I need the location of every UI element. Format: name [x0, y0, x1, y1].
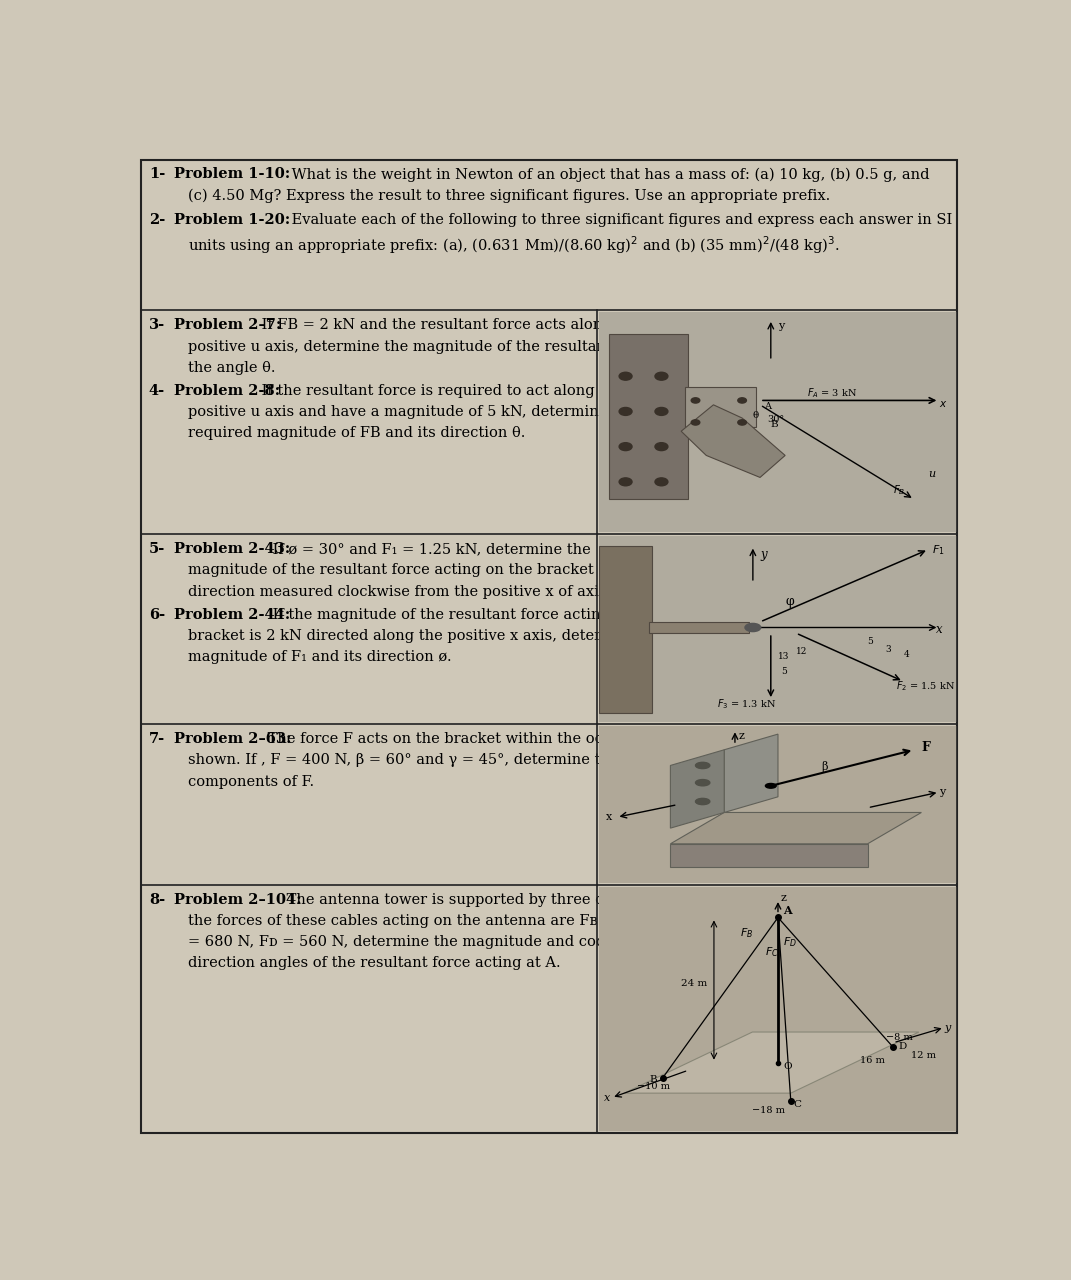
- Text: The antenna tower is supported by three cables. If: The antenna tower is supported by three …: [282, 893, 662, 906]
- Text: If FB = 2 kN and the resultant force acts along the: If FB = 2 kN and the resultant force act…: [257, 319, 640, 333]
- Text: Problem 1-20:: Problem 1-20:: [174, 212, 290, 227]
- Text: required magnitude of FB and its direction θ.: required magnitude of FB and its directi…: [187, 426, 525, 440]
- Text: direction measured clockwise from the positive x of axis.: direction measured clockwise from the po…: [187, 585, 610, 599]
- Text: 8-: 8-: [149, 893, 165, 906]
- Text: The force F acts on the bracket within the octant: The force F acts on the bracket within t…: [262, 732, 632, 746]
- Text: Problem 1-10:: Problem 1-10:: [174, 168, 290, 182]
- Text: bracket is 2 kN directed along the positive x axis, determine the: bracket is 2 kN directed along the posit…: [187, 630, 666, 643]
- Text: 1-: 1-: [149, 168, 165, 182]
- Text: 6-: 6-: [149, 608, 165, 622]
- Text: Problem 2–104:: Problem 2–104:: [174, 893, 301, 906]
- Text: If the magnitude of the resultant force acting on the: If the magnitude of the resultant force …: [269, 608, 662, 622]
- Text: Problem 2-8:: Problem 2-8:: [174, 384, 280, 398]
- Text: (c) 4.50 Mg? Express the result to three significant figures. Use an appropriate: (c) 4.50 Mg? Express the result to three…: [187, 188, 830, 204]
- Text: components of F.: components of F.: [187, 774, 314, 788]
- Text: = 680 N, Fᴅ = 560 N, determine the magnitude and coordinate: = 680 N, Fᴅ = 560 N, determine the magni…: [187, 936, 659, 950]
- Text: Problem 2-44:: Problem 2-44:: [174, 608, 290, 622]
- Text: If ø = 30° and F₁ = 1.25 kN, determine the: If ø = 30° and F₁ = 1.25 kN, determine t…: [269, 543, 591, 557]
- Text: 4-: 4-: [149, 384, 165, 398]
- Text: units using an appropriate prefix: (a), (0.631 Mm)/(8.60 kg)$^2$ and (b) (35 mm): units using an appropriate prefix: (a), …: [187, 234, 840, 256]
- Text: positive u axis and have a magnitude of 5 kN, determine the: positive u axis and have a magnitude of …: [187, 406, 636, 420]
- Text: Evaluate each of the following to three significant figures and express each ans: Evaluate each of the following to three …: [287, 212, 953, 227]
- Text: the forces of these cables acting on the antenna are Fʙ = 520 N, Fᴄ: the forces of these cables acting on the…: [187, 914, 691, 928]
- Text: positive u axis, determine the magnitude of the resultant force and: positive u axis, determine the magnitude…: [187, 339, 687, 353]
- Text: the angle θ.: the angle θ.: [187, 361, 275, 375]
- Text: magnitude of F₁ and its direction ø.: magnitude of F₁ and its direction ø.: [187, 650, 452, 664]
- Text: magnitude of the resultant force acting on the bracket and its: magnitude of the resultant force acting …: [187, 563, 649, 577]
- Text: 7-: 7-: [149, 732, 165, 746]
- Text: direction angles of the resultant force acting at A.: direction angles of the resultant force …: [187, 956, 560, 970]
- Text: What is the weight in Newton of an object that has a mass of: (a) 10 kg, (b) 0.5: What is the weight in Newton of an objec…: [287, 168, 930, 182]
- Text: 5-: 5-: [149, 543, 165, 557]
- Text: 2-: 2-: [149, 212, 165, 227]
- Text: Problem 2–7:: Problem 2–7:: [174, 319, 281, 333]
- Text: shown. If , F = 400 N, β = 60° and γ = 45°, determine the x, y, z: shown. If , F = 400 N, β = 60° and γ = 4…: [187, 754, 664, 768]
- Text: If the resultant force is required to act along the: If the resultant force is required to ac…: [257, 384, 623, 398]
- Text: 3-: 3-: [149, 319, 165, 333]
- Text: Problem 2–63:: Problem 2–63:: [174, 732, 291, 746]
- Text: Problem 2-43:: Problem 2-43:: [174, 543, 290, 557]
